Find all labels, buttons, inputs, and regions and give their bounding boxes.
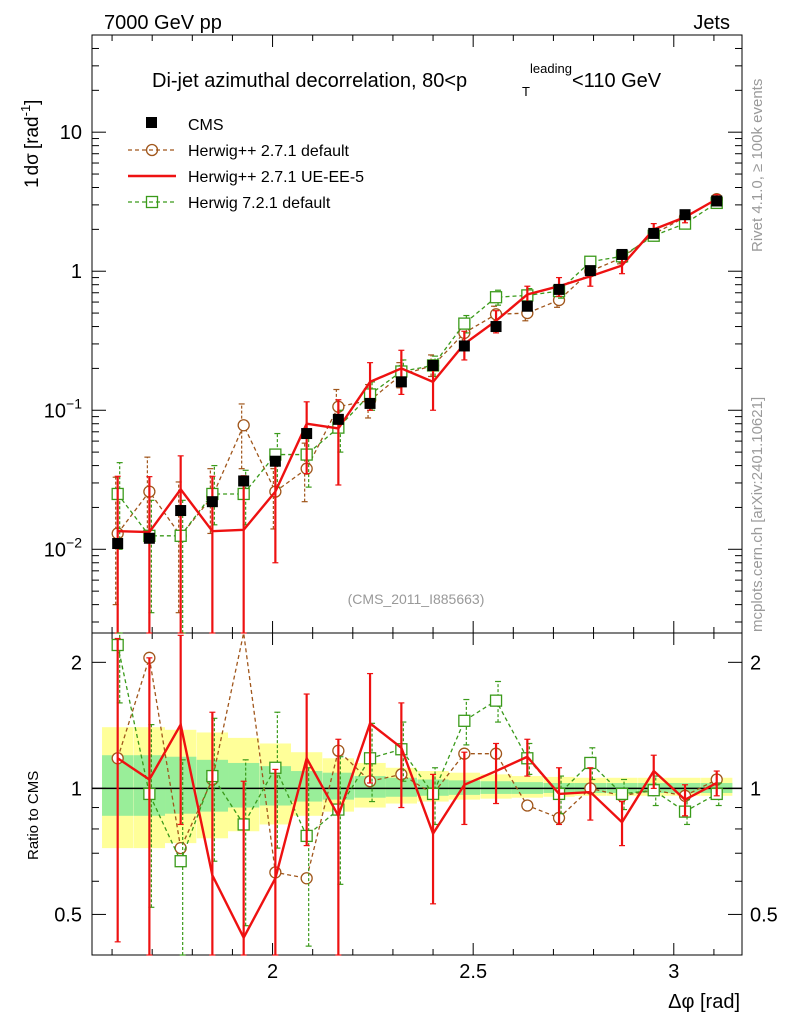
ratio-y-tick-label: 1 — [71, 778, 82, 800]
cms-data-point — [584, 265, 596, 277]
cms-data-point — [427, 359, 439, 371]
square-marker — [174, 855, 187, 868]
square-marker — [584, 756, 597, 770]
x-axis-label: Δφ [rad] — [668, 991, 740, 1013]
ratio-y-tick-label-right: 0.5 — [750, 904, 778, 926]
cms-data-point — [112, 538, 124, 550]
cms-data-point — [364, 397, 376, 409]
cms-data-point — [521, 300, 533, 312]
series-line — [117, 721, 718, 941]
x-tick-label: 2.5 — [459, 961, 487, 983]
cms-data-point — [648, 227, 660, 239]
y-tick-label: 1 — [71, 261, 82, 283]
x-tick-label: 3 — [668, 961, 679, 983]
square-marker — [458, 317, 471, 330]
analysis-label: (CMS_2011_I885663) — [348, 591, 485, 607]
legend-marker-herwigpp-default — [145, 143, 159, 157]
square-marker — [489, 291, 503, 304]
rivet-version-label: Rivet 4.1.0, ≥ 100k events — [749, 79, 766, 252]
cms-data-point — [206, 496, 218, 508]
cms-data-point — [175, 505, 187, 517]
square-marker — [615, 787, 629, 801]
cms-data-point — [616, 248, 628, 260]
circle-marker — [237, 419, 250, 432]
circle-marker — [300, 872, 313, 885]
series-line — [117, 198, 718, 537]
cms-data-point — [458, 340, 470, 352]
cms-data-point — [269, 455, 281, 467]
x-tick-label: 2 — [267, 961, 278, 983]
title-sup: leading — [530, 61, 572, 76]
circle-marker — [174, 841, 187, 855]
y-tick-label: 10 — [60, 122, 82, 144]
title-sub: T — [522, 84, 530, 99]
title-post: <110 GeV — [572, 70, 662, 92]
legend-label-herwig7: Herwig 7.2.1 default — [188, 195, 331, 212]
y-tick-label: 10−1 — [44, 395, 82, 422]
cms-data-point — [490, 321, 502, 333]
cms-data-point — [143, 532, 155, 544]
circle-marker — [521, 799, 534, 812]
legend-marker-cms — [146, 117, 157, 128]
ratio-plot-frame — [91, 632, 743, 956]
header-left: 7000 GeV pp — [104, 12, 222, 34]
cms-data-point — [395, 376, 407, 388]
series-cms — [112, 195, 723, 550]
axis-ticks: 2 2.5 3 10−2 10−1 1 10 0.5 0.5 1 1 2 2 — [44, 34, 778, 983]
cms-data-point — [553, 283, 565, 295]
series-line — [117, 198, 718, 534]
ratio-y-tick-label: 0.5 — [54, 904, 82, 926]
series-herwig-7-2-1-default — [111, 196, 723, 634]
svg-text:Di-jet azimuthal decorrelation: Di-jet azimuthal decorrelation, 80<p — [152, 70, 467, 92]
cms-data-point — [711, 195, 723, 207]
main-series-layer — [111, 192, 723, 634]
cms-data-point — [332, 413, 344, 425]
y-tick-label: 10−2 — [44, 534, 82, 561]
square-marker — [489, 694, 503, 707]
ratio-y-tick-label-right: 1 — [750, 778, 761, 800]
cms-data-point — [679, 209, 691, 221]
plot-title: Di-jet azimuthal decorrelation, 80<p lea… — [152, 61, 662, 99]
cms-data-point — [301, 428, 313, 440]
legend-label-herwigpp-ueee5: Herwig++ 2.7.1 UE-EE-5 — [188, 169, 364, 186]
ratio-y-tick-label: 2 — [71, 652, 82, 674]
ratio-ylabel: Ratio to CMS — [25, 771, 42, 860]
ratio-series-layer — [111, 632, 723, 956]
square-marker — [458, 714, 471, 727]
svg-text:1dσ[rad-1]: 1dσ[rad-1] — [18, 100, 43, 188]
legend-label-cms: CMS — [188, 117, 224, 134]
ratio-series-herwig-2-7-1-ue-ee-5 — [114, 634, 720, 956]
header-right: Jets — [693, 12, 730, 34]
legend: CMS Herwig++ 2.7.1 default Herwig++ 2.7.… — [128, 117, 364, 212]
main-ylabel: 1dσ[rad-1] — [18, 100, 43, 188]
cms-data-point — [238, 475, 250, 487]
mcplots-label: mcplots.cern.ch [arXiv:2401.10621] — [749, 397, 766, 632]
series-herwig-2-7-1-ue-ee-5 — [114, 194, 720, 634]
ratio-y-tick-label-right: 2 — [750, 652, 761, 674]
legend-label-herwigpp-default: Herwig++ 2.7.1 default — [188, 143, 350, 160]
legend-marker-herwig7 — [145, 195, 159, 209]
